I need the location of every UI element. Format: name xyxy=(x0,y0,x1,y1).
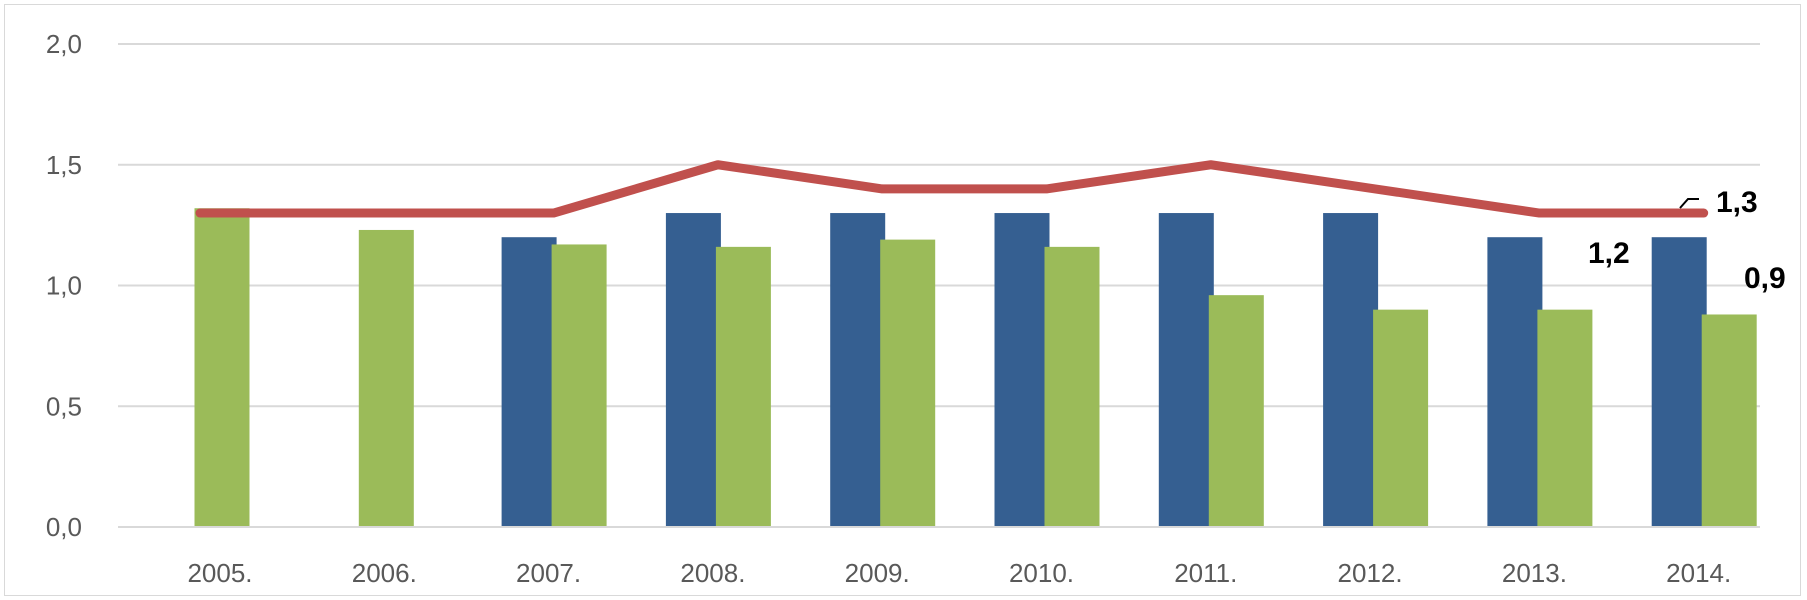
bar-series-2 xyxy=(194,208,250,527)
bar-series-1 xyxy=(1651,237,1707,527)
line-series xyxy=(195,160,1709,218)
bar-series-2 xyxy=(1701,314,1757,527)
x-tick-label: 2008. xyxy=(680,558,745,588)
bar-series-2 xyxy=(551,244,607,527)
data-label: 1,2 xyxy=(1588,237,1630,270)
bar-series-2 xyxy=(1373,309,1429,527)
x-tick-label: 2013. xyxy=(1502,558,1567,588)
bar-series-2 xyxy=(880,239,936,528)
data-label: 0,9 xyxy=(1744,262,1786,295)
bars xyxy=(194,208,1757,528)
bar-series-1 xyxy=(1323,213,1379,528)
bar-series-2 xyxy=(715,246,771,528)
bar-series-1 xyxy=(994,213,1050,528)
x-tick-label: 2009. xyxy=(845,558,910,588)
y-tick-label: 0,0 xyxy=(46,512,82,542)
x-tick-label: 2005. xyxy=(187,558,252,588)
bar-series-2 xyxy=(1208,295,1264,527)
x-tick-label: 2012. xyxy=(1338,558,1403,588)
bar-series-1 xyxy=(1158,213,1214,528)
y-tick-label: 0,5 xyxy=(46,391,82,421)
y-tick-label: 2,0 xyxy=(46,29,82,59)
data-label-leader-line xyxy=(1679,198,1699,209)
x-tick-label: 2006. xyxy=(352,558,417,588)
bar-series-1 xyxy=(1487,237,1543,527)
line-series-1 xyxy=(195,160,1709,218)
bar-series-2 xyxy=(358,229,414,527)
data-labels: 1,2 0,9 1,3 xyxy=(1588,186,1786,295)
y-tick-label: 1,0 xyxy=(46,271,82,301)
bar-series-1 xyxy=(830,213,886,528)
x-axis: 2005. 2006. 2007. 2008. 2009. 2010. 2011. 2012.… xyxy=(118,526,1760,588)
x-tick-label: 2011. xyxy=(1174,558,1237,588)
bar-series-2 xyxy=(1044,246,1100,528)
data-label: 1,3 xyxy=(1716,186,1758,219)
y-axis: 0,0 0,5 1,0 1,5 2,0 xyxy=(46,29,82,542)
x-tick-label: 2014. xyxy=(1666,558,1731,588)
bar-series-2 xyxy=(1537,309,1593,527)
bar-series-1 xyxy=(501,237,557,527)
y-tick-label: 1,5 xyxy=(46,150,82,180)
bar-series-1 xyxy=(665,213,721,528)
x-tick-label: 2010. xyxy=(1009,558,1074,588)
x-tick-label: 2007. xyxy=(516,558,581,588)
